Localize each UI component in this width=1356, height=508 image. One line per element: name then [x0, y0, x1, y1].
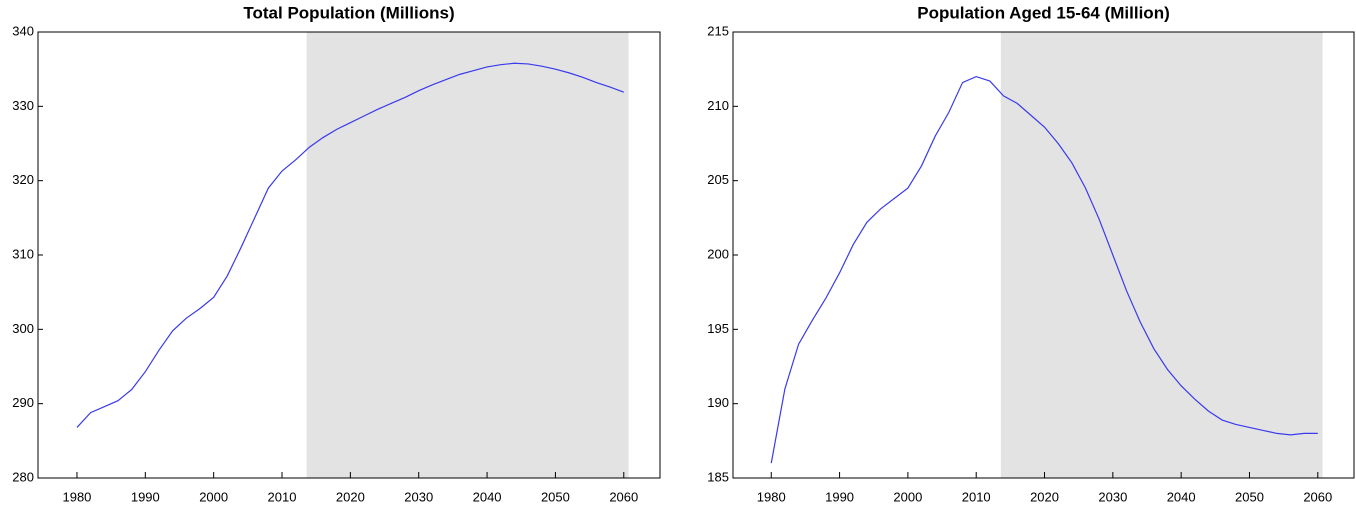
- x-tick-label: 2040: [1167, 489, 1196, 504]
- x-tick-label: 1980: [757, 489, 786, 504]
- x-tick-label: 2010: [268, 489, 297, 504]
- x-tick-label: 2000: [893, 489, 922, 504]
- y-tick-label: 290: [12, 395, 34, 410]
- x-tick-label: 2050: [1235, 489, 1264, 504]
- x-tick-label: 2020: [336, 489, 365, 504]
- x-tick-label: 1990: [131, 489, 160, 504]
- y-tick-label: 195: [707, 321, 729, 336]
- y-tick-label: 280: [12, 469, 34, 484]
- x-tick-label: 2000: [199, 489, 228, 504]
- x-tick-label: 2020: [1030, 489, 1059, 504]
- data-line: [770, 75, 1318, 464]
- x-tick-label: 2060: [609, 489, 638, 504]
- y-tick-label: 340: [12, 23, 34, 38]
- chart-title: Total Population (Millions): [243, 3, 454, 22]
- x-tick-label: 2060: [1303, 489, 1332, 504]
- y-tick-label: 310: [12, 246, 34, 261]
- x-tick-label: 2030: [1098, 489, 1127, 504]
- y-tick-label: 320: [12, 172, 34, 187]
- x-tick-label: 2040: [473, 489, 502, 504]
- x-tick-label: 1980: [62, 489, 91, 504]
- chart-title: Population Aged 15-64 (Million): [917, 3, 1170, 22]
- x-tick-label: 2010: [962, 489, 991, 504]
- y-tick-label: 210: [707, 98, 729, 113]
- y-tick-label: 190: [707, 395, 729, 410]
- y-tick-label: 300: [12, 321, 34, 336]
- x-tick-label: 1990: [825, 489, 854, 504]
- data-line: [76, 62, 624, 428]
- shaded-region: [306, 32, 629, 478]
- x-tick-label: 2030: [404, 489, 433, 504]
- y-tick-label: 215: [707, 23, 729, 38]
- y-tick-label: 330: [12, 98, 34, 113]
- y-tick-label: 205: [707, 172, 729, 187]
- y-tick-label: 200: [707, 246, 729, 261]
- y-tick-label: 185: [707, 469, 729, 484]
- x-tick-label: 2050: [541, 489, 570, 504]
- shaded-region: [1000, 32, 1323, 478]
